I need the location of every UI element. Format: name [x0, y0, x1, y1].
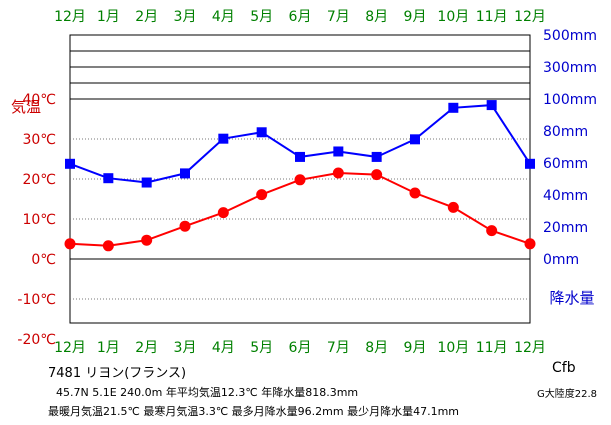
month-label: 2月: [135, 9, 158, 25]
precipitation-point: [410, 134, 420, 145]
precipitation-point: [103, 173, 114, 184]
monthly-extremes: 最暖月気温21.5℃ 最寒月気温3.3℃ 最多月降水量96.2mm 最少月降水量…: [48, 405, 460, 418]
temperature-point: [524, 238, 536, 250]
precipitation-point: [141, 177, 152, 188]
temperature-tick-label: 30℃: [22, 132, 56, 148]
month-label: 12月: [54, 9, 86, 25]
temperature-point: [371, 169, 383, 181]
precipitation-tick-label: 100mm: [543, 92, 597, 108]
month-label: 6月: [289, 9, 312, 25]
month-label: 4月: [212, 9, 235, 25]
month-label: 7月: [327, 9, 350, 25]
chart-series: [64, 100, 536, 252]
temperature-point: [332, 167, 344, 179]
month-label: 3月: [174, 9, 197, 25]
chart-grid: [69, 34, 531, 324]
precipitation-point: [180, 168, 190, 179]
continentality-index: G大陸度22.8: [537, 389, 598, 400]
month-label: 2月: [135, 340, 158, 356]
month-label: 12月: [54, 340, 86, 356]
month-label: 11月: [476, 340, 508, 356]
precipitation-point: [256, 127, 267, 138]
month-label: 11月: [476, 9, 508, 25]
month-label: 5月: [250, 340, 273, 356]
temperature-point: [486, 225, 498, 237]
precipitation-tick-label: 60mm: [543, 156, 588, 172]
precipitation-tick-label: 80mm: [543, 124, 588, 140]
month-label: 12月: [514, 9, 546, 25]
temperature-axis-ticks: 40℃ 30℃ 20℃ 10℃ 0℃ -10℃ -20℃: [17, 92, 56, 348]
month-labels-bottom: 12月 1月 2月 3月 4月 5月 6月 7月 8月 9月 10月 11月 12月: [54, 340, 546, 356]
precipitation-axis-ticks: 500mm 300mm 100mm 80mm 60mm 40mm 20mm 0mm: [543, 28, 597, 268]
temperature-point: [256, 189, 268, 201]
climate-chart: 12月 1月 2月 3月 4月 5月 6月 7月 8月 9月 10月 11月 12月 12月 1月 2月 3月…: [11, 9, 597, 356]
temperature-point: [141, 234, 153, 246]
precipitation-tick-label: 40mm: [543, 188, 588, 204]
temperature-point: [179, 220, 191, 232]
precipitation-point: [371, 151, 382, 162]
temperature-tick-label: 0℃: [31, 252, 56, 268]
precipitation-point: [486, 100, 497, 111]
temperature-tick-label: -10℃: [17, 292, 56, 308]
temperature-axis-title: 気温: [11, 98, 41, 116]
precipitation-axis-title: 降水量: [549, 289, 594, 307]
precipitation-tick-label: 500mm: [543, 28, 597, 44]
temperature-point: [102, 240, 114, 252]
temperature-tick-label: 10℃: [22, 212, 56, 228]
temperature-point: [64, 238, 76, 250]
month-label: 12月: [514, 340, 546, 356]
month-label: 6月: [289, 340, 312, 356]
month-label: 9月: [404, 9, 427, 25]
month-label: 1月: [97, 9, 120, 25]
month-label: 8月: [365, 9, 388, 25]
station-info: 45.7N 5.1E 240.0m 年平均気温12.3℃ 年降水量818.3mm: [56, 386, 359, 399]
precipitation-point: [525, 158, 535, 169]
month-labels-top: 12月 1月 2月 3月 4月 5月 6月 7月 8月 9月 10月 11月 12月: [54, 9, 546, 25]
month-label: 10月: [437, 9, 469, 25]
temperature-tick-label: -20℃: [17, 332, 56, 348]
month-label: 4月: [212, 340, 235, 356]
precipitation-point: [295, 151, 305, 162]
precipitation-point: [333, 146, 344, 157]
temperature-point: [447, 201, 459, 213]
temperature-tick-label: 40℃: [22, 92, 56, 108]
temperature-point: [294, 174, 306, 186]
precipitation-tick-label: 20mm: [543, 220, 588, 236]
precipitation-tick-label: 0mm: [543, 252, 579, 268]
month-label: 10月: [437, 340, 469, 356]
precipitation-tick-label: 300mm: [543, 60, 597, 76]
precipitation-point: [448, 102, 459, 113]
precipitation-point: [65, 158, 75, 169]
month-label: 5月: [250, 9, 273, 25]
temperature-point: [409, 187, 421, 199]
month-label: 8月: [365, 340, 388, 356]
month-label: 1月: [97, 340, 120, 356]
koppen-class: Cfb: [552, 360, 576, 376]
station-name: 7481 リヨン(フランス): [48, 366, 187, 381]
precipitation-point: [218, 133, 229, 144]
month-label: 3月: [174, 340, 197, 356]
month-label: 7月: [327, 340, 350, 356]
precipitation-line: [69, 104, 531, 184]
temperature-tick-label: 20℃: [22, 172, 56, 188]
month-label: 9月: [404, 340, 427, 356]
temperature-point: [217, 207, 229, 219]
